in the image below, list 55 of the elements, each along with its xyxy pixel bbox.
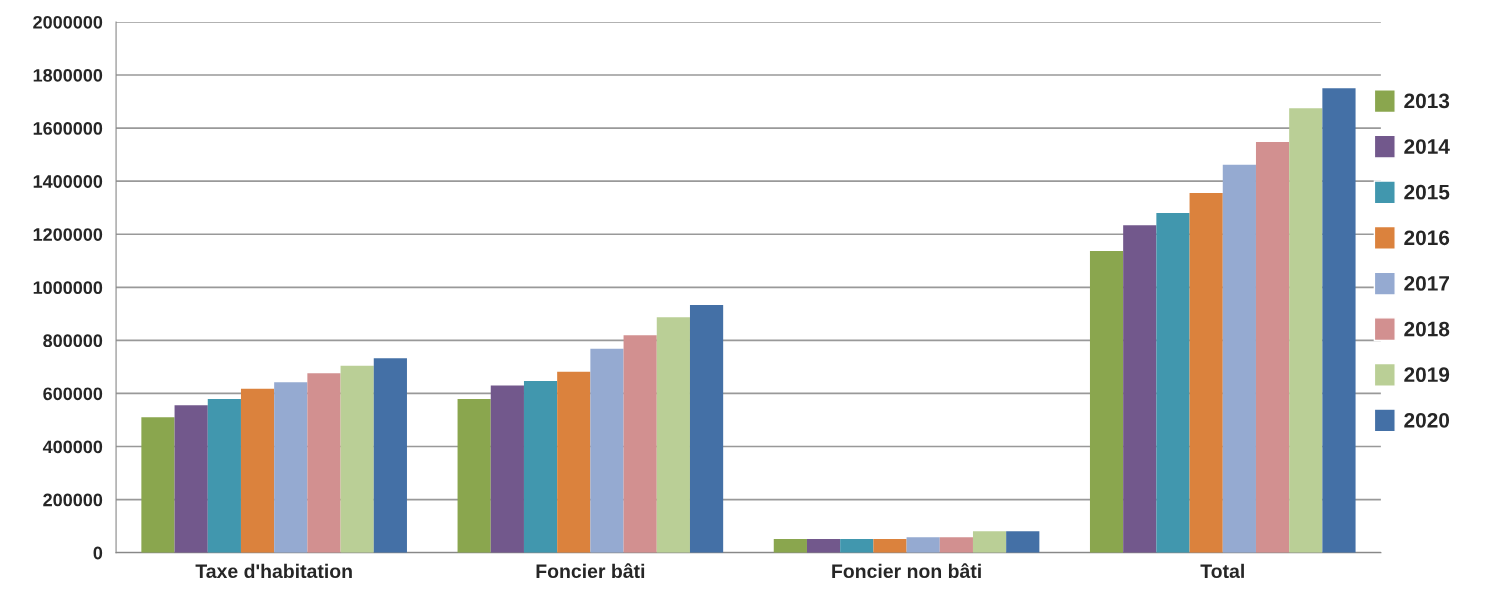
legend-label: 2020: [1404, 412, 1450, 428]
bar: [1289, 108, 1323, 553]
bar: [906, 537, 940, 553]
legend-label: 2015: [1404, 184, 1450, 200]
legend-label: 2013: [1404, 93, 1450, 109]
bar: [373, 358, 407, 553]
bar: [656, 317, 690, 553]
bar: [307, 373, 341, 553]
bar: [1222, 164, 1256, 553]
y-tick-label: 1800000: [33, 68, 103, 82]
bar: [590, 348, 624, 553]
bar: [1123, 225, 1157, 553]
bar: [557, 371, 591, 553]
bar: [457, 399, 491, 553]
x-tick-label: Total: [1200, 563, 1244, 579]
bar: [274, 382, 308, 553]
bar: [1189, 193, 1223, 553]
bar: [1156, 213, 1190, 553]
bar: [1089, 250, 1124, 553]
legend-label: 2018: [1404, 321, 1450, 337]
bar: [207, 399, 241, 553]
y-tick-label: 400000: [42, 440, 103, 454]
legend-label: 2019: [1404, 367, 1450, 383]
bar: [174, 405, 208, 553]
x-tick-label: Foncier bâti: [536, 563, 645, 579]
y-tick-label: 2000000: [33, 15, 103, 29]
legend-label: 2017: [1404, 276, 1449, 291]
bar: [623, 335, 657, 553]
legend-label: 2014: [1404, 139, 1450, 154]
y-tick-label: 1000000: [33, 281, 103, 295]
y-tick-label: 1400000: [33, 175, 103, 188]
bar: [1006, 531, 1040, 553]
bar: [873, 538, 907, 553]
y-tick-label: 800000: [43, 334, 103, 348]
bar: [141, 417, 175, 553]
y-tick-label: 1200000: [33, 228, 103, 241]
bar: [1255, 141, 1290, 553]
bar: [1322, 88, 1356, 553]
y-tick-label: 200000: [43, 493, 103, 507]
y-tick-label: 1600000: [33, 122, 103, 135]
bar: [240, 388, 275, 553]
bar: [806, 538, 841, 553]
bar: [773, 538, 807, 553]
bar: [340, 365, 374, 553]
bar: [939, 537, 973, 553]
y-tick-label: 600000: [43, 387, 103, 401]
bar: [972, 531, 1007, 553]
bar: [689, 305, 724, 553]
bar: [490, 385, 524, 553]
y-tick-label: 0: [93, 546, 103, 560]
x-tick-label: Taxe d'habitation: [195, 563, 352, 579]
bar: [840, 538, 874, 553]
bar: [523, 380, 558, 553]
x-tick-label: Foncier non bâti: [832, 563, 981, 579]
legend-label: 2016: [1404, 230, 1450, 246]
